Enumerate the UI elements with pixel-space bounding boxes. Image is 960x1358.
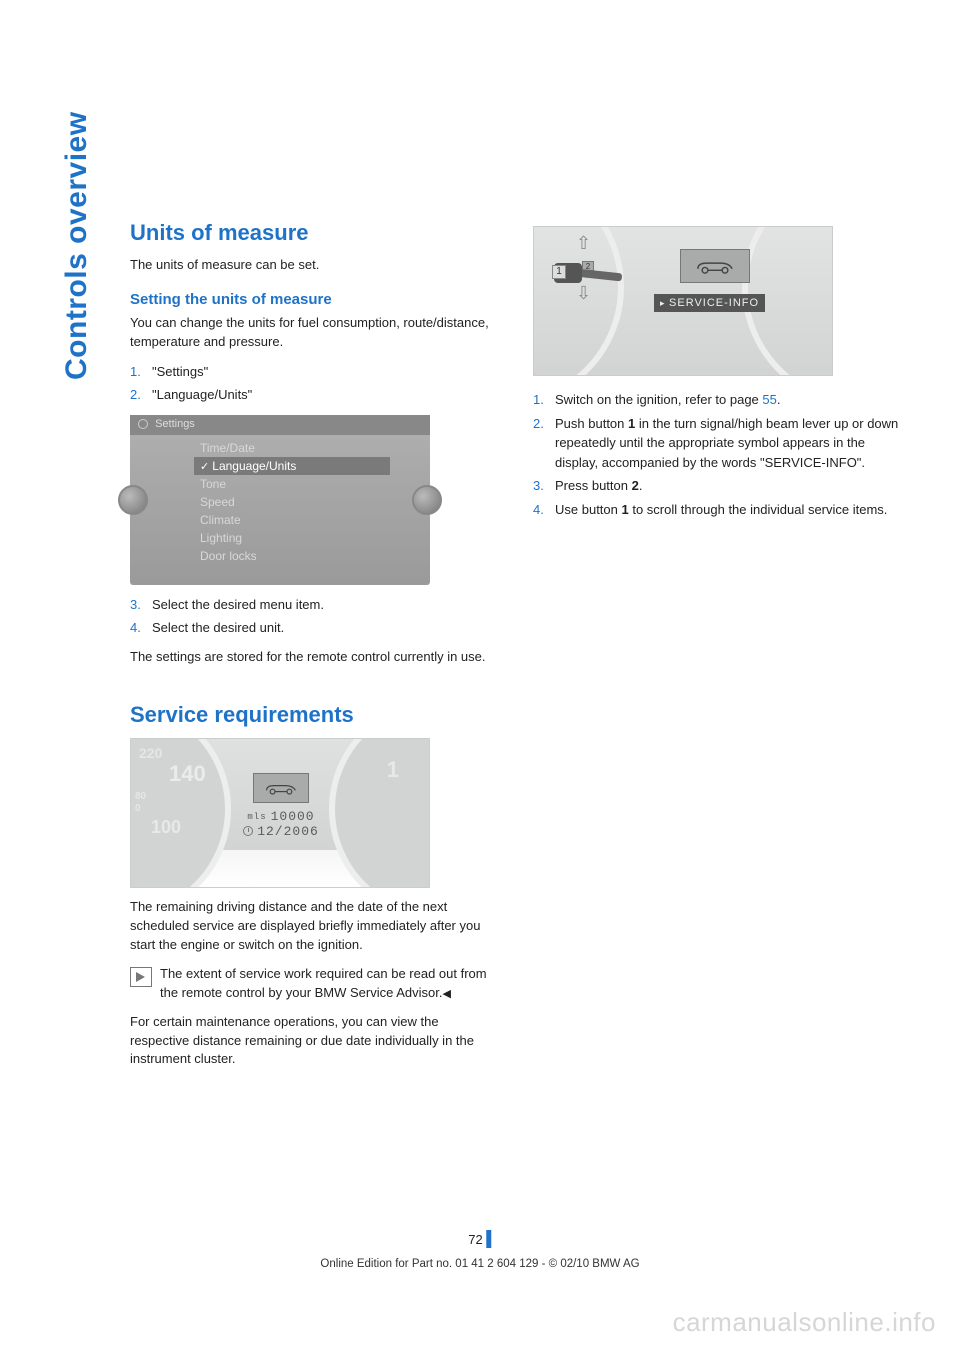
advisor-note: The extent of service work required can …: [130, 965, 497, 1003]
button-ref-1: 1: [622, 502, 629, 517]
settings-stored-text: The settings are stored for the remote c…: [130, 648, 497, 667]
gear-icon: [138, 419, 148, 429]
step-text: to scroll through the individual service…: [629, 502, 888, 517]
step-text: Use button: [555, 502, 622, 517]
mls-line: mls 10000: [227, 809, 335, 824]
arrow-down-icon: ⇩: [576, 283, 591, 304]
dial-num: 140: [169, 761, 206, 787]
cluster-center-display: mls 10000 12/2006: [227, 773, 335, 847]
step-text: "Settings": [152, 364, 208, 379]
certain-maintenance-text: For certain maintenance operations, you …: [130, 1013, 497, 1070]
settings-menu-list: Time/Date Language/Units Tone Speed Clim…: [194, 439, 390, 565]
right-step-4: 4. Use button 1 to scroll through the in…: [533, 500, 900, 520]
step-text: .: [777, 392, 781, 407]
date-value: 12/2006: [257, 824, 319, 839]
page-number-marker-icon: [487, 1230, 492, 1248]
figure-turn-signal-lever: ⇧ 2 ⇩: [533, 226, 900, 376]
step-text: Push button: [555, 416, 628, 431]
right-step-1: 1. Switch on the ignition, refer to page…: [533, 390, 900, 410]
step-number: 3.: [533, 476, 544, 496]
lever-center-display: SERVICE-INFO: [654, 249, 774, 312]
car-icon: [263, 779, 299, 797]
date-line: 12/2006: [227, 824, 335, 839]
clock-icon: [243, 826, 253, 836]
step-text: Select the desired menu item.: [152, 597, 324, 612]
step-number: 4.: [533, 500, 544, 520]
steps-3-4-list: 3. Select the desired menu item. 4. Sele…: [130, 595, 497, 638]
instrument-cluster-screen: 220 140 80 0 100 1: [130, 738, 430, 888]
menu-item-lighting: Lighting: [194, 529, 390, 547]
step-text: Select the desired unit.: [152, 620, 284, 635]
setting-intro-text: You can change the units for fuel consum…: [130, 314, 497, 352]
heading-units-of-measure: Units of measure: [130, 220, 497, 246]
units-intro-text: The units of measure can be set.: [130, 256, 497, 275]
figure-instrument-cluster: 220 140 80 0 100 1: [130, 738, 497, 888]
right-step-2: 2. Push button 1 in the turn signal/high…: [533, 414, 900, 473]
page-number: 72: [468, 1232, 486, 1247]
step-3: 3. Select the desired menu item.: [130, 595, 497, 615]
step-1: 1. "Settings": [130, 362, 497, 382]
step-number: 2.: [533, 414, 544, 434]
step-text: Switch on the ignition, refer to page: [555, 392, 762, 407]
arrow-up-icon: ⇧: [576, 233, 591, 254]
menu-item-tone: Tone: [194, 475, 390, 493]
menu-item-time-date: Time/Date: [194, 439, 390, 457]
step-text: .: [639, 478, 643, 493]
mls-value: 10000: [271, 809, 315, 824]
step-text: Press button: [555, 478, 632, 493]
step-number: 3.: [130, 595, 141, 615]
settings-screen: Settings Time/Date Language/Units Tone S…: [130, 415, 430, 585]
step-number: 2.: [130, 385, 141, 405]
note-play-icon: [130, 967, 152, 987]
step-number: 1.: [130, 362, 141, 382]
footer-edition-text: Online Edition for Part no. 01 41 2 604 …: [320, 1258, 639, 1270]
right-column: ⇧ 2 ⇩: [533, 220, 900, 1079]
side-section-label: Controls overview: [60, 111, 94, 380]
page-link-55[interactable]: 55: [762, 392, 776, 407]
dial-num: 100: [151, 817, 181, 838]
page: Controls overview Units of measure The u…: [0, 0, 960, 1358]
menu-item-door-locks: Door locks: [194, 547, 390, 565]
idrive-knob-right-icon: [412, 485, 442, 515]
content-columns: Units of measure The units of measure ca…: [130, 220, 900, 1079]
watermark-text: carmanualsonline.info: [673, 1307, 936, 1338]
note-end-triangle-icon: ◀: [443, 988, 451, 1000]
menu-item-language-units: Language/Units: [194, 457, 390, 475]
step-2: 2. "Language/Units": [130, 385, 497, 405]
note-text-wrapper: The extent of service work required can …: [160, 965, 497, 1003]
heading-service-requirements: Service requirements: [130, 702, 497, 728]
note-text: The extent of service work required can …: [160, 966, 487, 1000]
steps-1-2-list: 1. "Settings" 2. "Language/Units": [130, 362, 497, 405]
right-step-3: 3. Press button 2.: [533, 476, 900, 496]
step-text: "Language/Units": [152, 387, 252, 402]
menu-item-climate: Climate: [194, 511, 390, 529]
subheading-setting-units: Setting the units of measure: [130, 291, 497, 308]
dial-num: 1: [387, 757, 399, 783]
left-column: Units of measure The units of measure ca…: [130, 220, 497, 1079]
step-4: 4. Select the desired unit.: [130, 618, 497, 638]
lever-stalk-icon: [576, 269, 623, 282]
service-info-label: SERVICE-INFO: [654, 294, 765, 312]
right-steps-list: 1. Switch on the ignition, refer to page…: [533, 390, 900, 519]
car-icon: [693, 256, 737, 276]
step-number: 4.: [130, 618, 141, 638]
remaining-distance-text: The remaining driving distance and the d…: [130, 898, 497, 955]
menu-item-speed: Speed: [194, 493, 390, 511]
figure-settings-menu: Settings Time/Date Language/Units Tone S…: [130, 415, 497, 585]
button-ref-2: 2: [632, 478, 639, 493]
car-icon-box: [680, 249, 750, 283]
lever-tip-icon: [554, 263, 582, 283]
lever-screen: ⇧ 2 ⇩: [533, 226, 833, 376]
tachometer-dial-icon: [329, 738, 430, 888]
dial-num: 0: [135, 803, 141, 814]
idrive-knob-left-icon: [118, 485, 148, 515]
dial-num: 80: [135, 791, 146, 802]
settings-screen-header: Settings: [130, 415, 430, 435]
page-number-wrap: 72: [468, 1230, 491, 1248]
car-icon-box: [253, 773, 309, 803]
step-number: 1.: [533, 390, 544, 410]
settings-header-label: Settings: [155, 418, 195, 430]
mls-label: mls: [247, 812, 266, 822]
dial-num: 220: [139, 745, 162, 761]
